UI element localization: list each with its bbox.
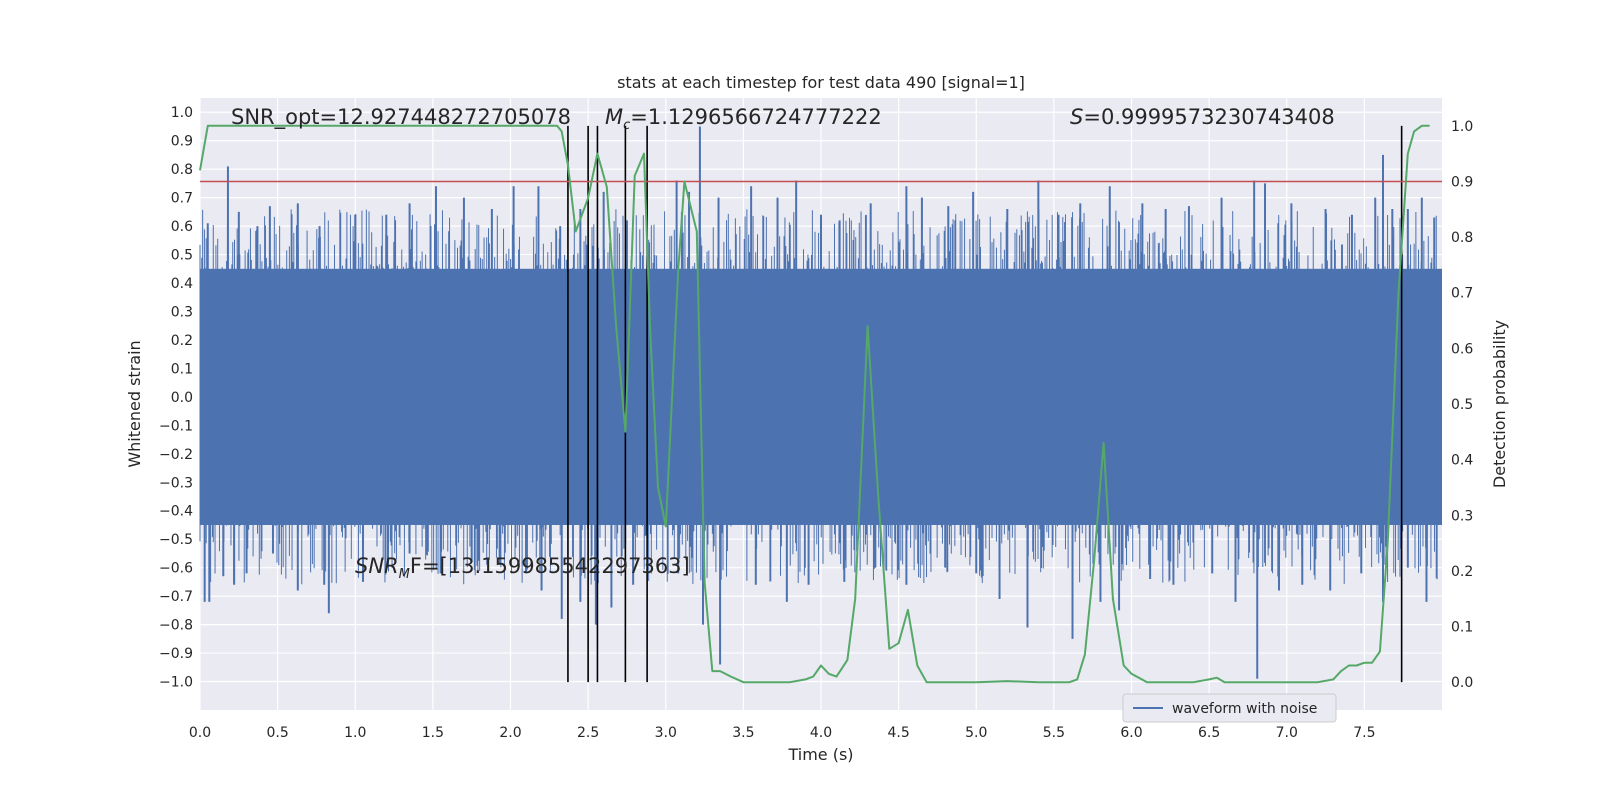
x-tick-label: 3.5 — [732, 725, 754, 741]
y-right-tick-label: 0.2 — [1451, 564, 1473, 580]
x-axis-label: Time (s) — [787, 745, 853, 764]
y-left-tick-label: 0.4 — [171, 276, 193, 292]
x-tick-label: 7.0 — [1276, 725, 1298, 741]
x-tick-label: 3.0 — [655, 725, 677, 741]
annotation-score: S=0.9999573230743408 — [1070, 105, 1335, 129]
annotation-snr-opt: SNR_opt=12.927448272705078 — [231, 105, 571, 130]
x-tick-label: 4.0 — [810, 725, 832, 741]
legend: waveform with noise — [1122, 693, 1337, 723]
y-right-tick-label: 0.7 — [1451, 286, 1473, 302]
detection-probability-line — [199, 124, 1430, 684]
x-tick-label: 7.5 — [1353, 725, 1375, 741]
x-tick-label: 5.0 — [965, 725, 987, 741]
legend-label-waveform: waveform with noise — [1172, 701, 1317, 717]
y-left-tick-label: 0.1 — [171, 361, 193, 377]
y-left-axis-label: Whitened strain — [125, 340, 144, 467]
y-right-tick-labels: 1.0 0.9 0.8 0.7 0.6 0.5 0.4 0.3 0.2 0.1 0.0 — [1451, 119, 1473, 691]
y-left-tick-label: −1.0 — [159, 675, 193, 691]
x-tick-label: 6.0 — [1120, 725, 1142, 741]
detection-probability-series — [199, 124, 1430, 684]
x-tick-label: 4.5 — [887, 725, 909, 741]
x-tick-labels: 0.0 0.5 1.0 1.5 2.0 2.5 3.0 3.5 4.0 4.5 5.0 5.5 6.0 6… — [189, 725, 1376, 741]
y-right-tick-label: 0.3 — [1451, 508, 1473, 524]
y-left-tick-label: −0.9 — [159, 646, 193, 662]
y-left-tick-label: 1.0 — [171, 105, 193, 121]
y-left-tick-label: 0.3 — [171, 304, 193, 320]
x-tick-label: 5.5 — [1043, 725, 1065, 741]
y-left-tick-label: −0.5 — [159, 532, 193, 548]
y-left-tick-label: −0.6 — [159, 561, 193, 577]
y-left-tick-label: −0.7 — [159, 589, 193, 605]
y-left-tick-label: 0.7 — [171, 191, 193, 207]
y-left-tick-label: −0.8 — [159, 618, 193, 634]
y-left-tick-label: −0.3 — [159, 475, 193, 491]
y-left-tick-label: −0.1 — [159, 418, 193, 434]
waveform-with-noise-series — [199, 126, 1442, 679]
chart-title: stats at each timestep for test data 490… — [617, 73, 1025, 92]
y-right-tick-label: 0.0 — [1451, 675, 1473, 691]
y-right-axis-label: Detection probability — [1490, 320, 1509, 488]
x-tick-label: 2.5 — [577, 725, 599, 741]
y-right-tick-label: 0.1 — [1451, 620, 1473, 636]
y-right-tick-label: 0.4 — [1451, 453, 1473, 469]
y-left-tick-label: 0.5 — [171, 248, 193, 264]
y-left-tick-labels: 1.0 0.9 0.8 0.7 0.6 0.5 0.4 0.3 0.2 0.1 0.0 −0.1 −0.… — [159, 105, 193, 690]
x-tick-label: 6.5 — [1198, 725, 1220, 741]
annotation-snr-mf: SNRMF=[13.159985542297363] — [355, 554, 690, 582]
legend-box — [1122, 693, 1337, 723]
x-tick-label: 0.0 — [189, 725, 211, 741]
y-right-tick-label: 0.8 — [1451, 230, 1473, 246]
annotation-chirp-mass: Mc=1.1296566724777222 — [605, 105, 882, 133]
x-tick-label: 0.5 — [266, 725, 288, 741]
x-tick-label: 1.5 — [422, 725, 444, 741]
y-left-tick-label: −0.4 — [159, 504, 193, 520]
y-left-tick-label: 0.6 — [171, 219, 193, 235]
waveform-noise-trace — [199, 209, 1439, 585]
y-right-tick-label: 1.0 — [1451, 119, 1473, 135]
y-left-tick-label: 0.2 — [171, 333, 193, 349]
y-left-tick-label: −0.2 — [159, 447, 193, 463]
x-tick-label: 1.0 — [344, 725, 366, 741]
y-left-tick-label: 0.0 — [171, 390, 193, 406]
y-left-tick-label: 0.9 — [171, 134, 193, 150]
y-right-tick-label: 0.5 — [1451, 397, 1473, 413]
y-right-tick-label: 0.9 — [1451, 174, 1473, 190]
y-right-tick-label: 0.6 — [1451, 341, 1473, 357]
x-tick-label: 2.0 — [499, 725, 521, 741]
y-left-tick-label: 0.8 — [171, 162, 193, 178]
